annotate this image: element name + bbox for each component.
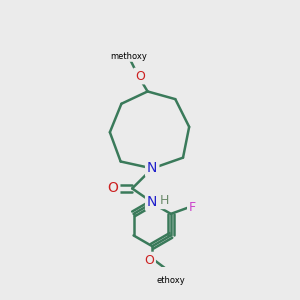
Text: N: N <box>147 195 158 209</box>
Text: F: F <box>189 201 196 214</box>
Text: methoxy: methoxy <box>111 52 148 61</box>
Text: ethoxy: ethoxy <box>156 276 185 285</box>
Text: O: O <box>144 254 154 267</box>
Text: N: N <box>147 161 158 176</box>
Text: O: O <box>107 182 118 196</box>
Text: H: H <box>160 194 169 207</box>
Text: O: O <box>135 70 145 83</box>
